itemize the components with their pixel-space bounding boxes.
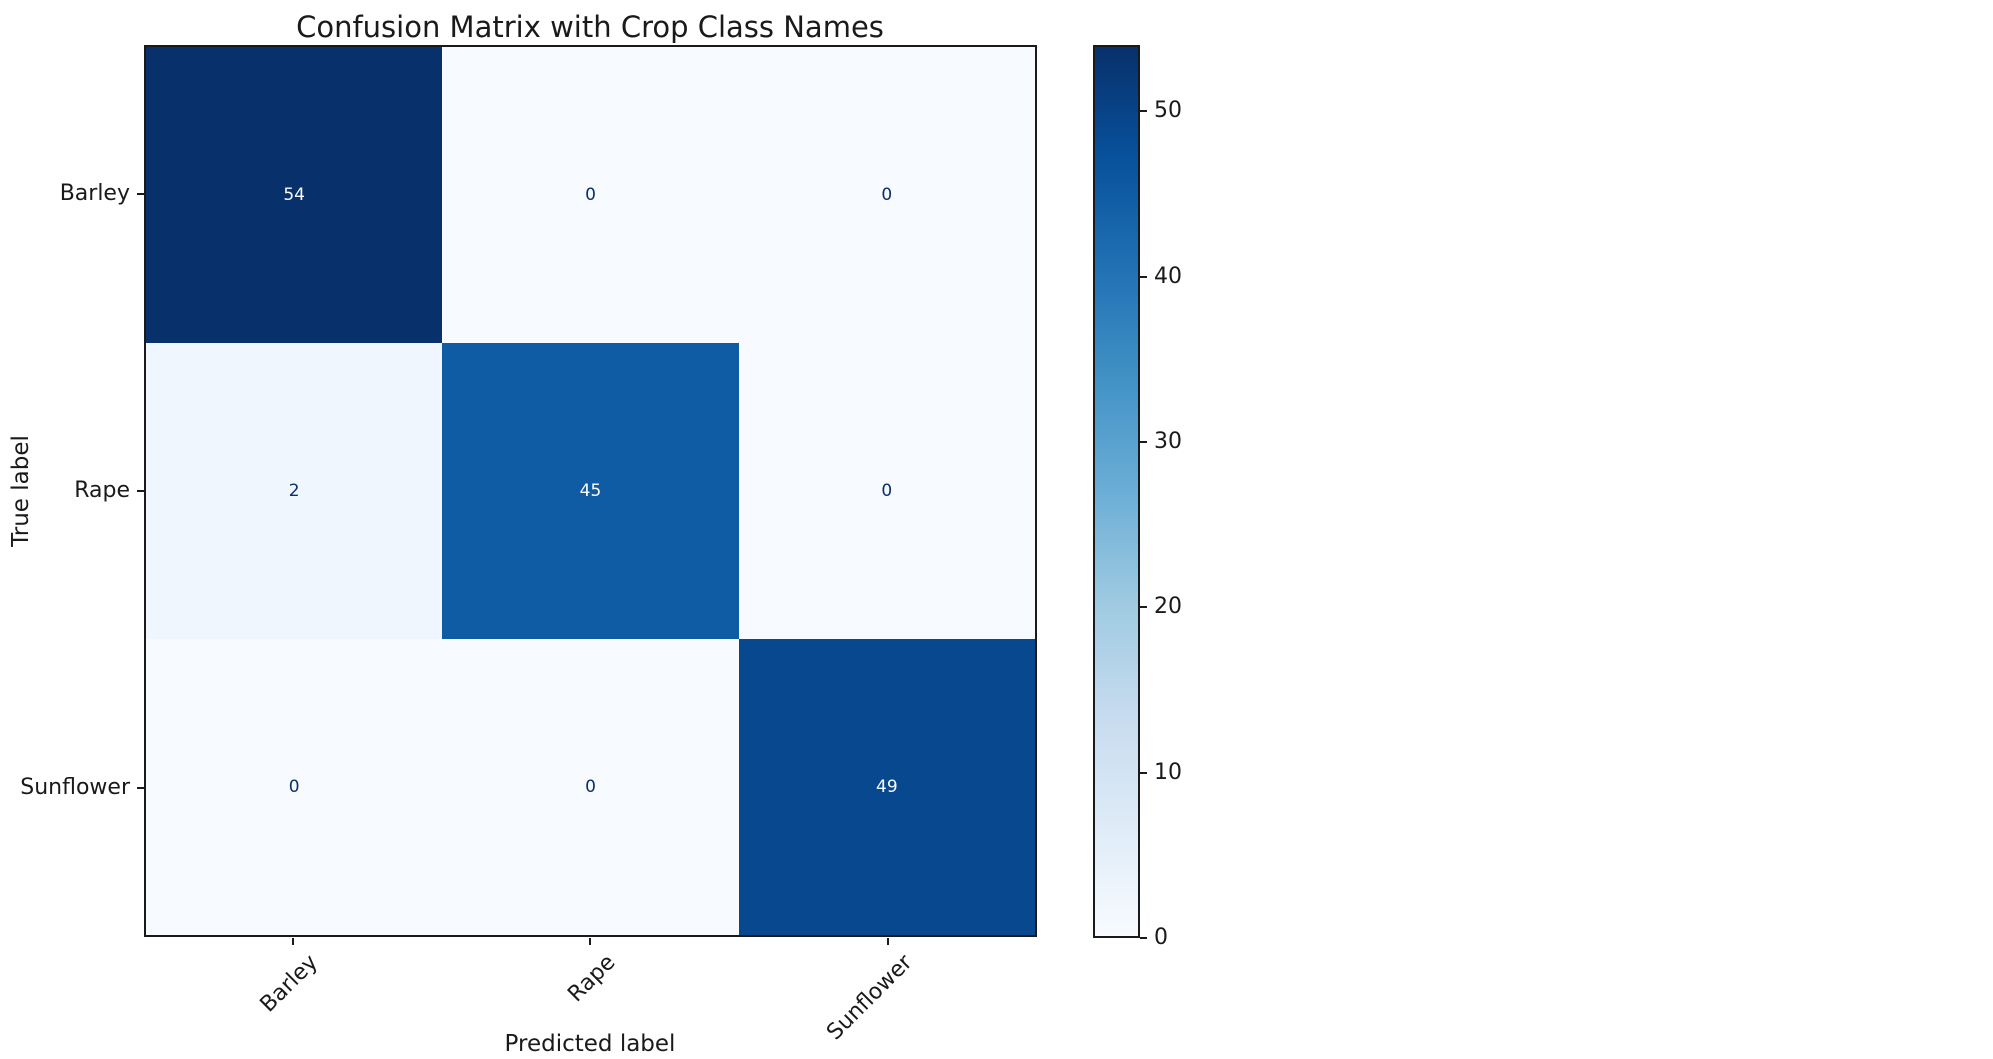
x-tick-mark <box>589 938 591 945</box>
heatmap-cell: 0 <box>442 47 739 343</box>
colorbar-tick-mark <box>1140 110 1147 112</box>
chart-title: Confusion Matrix with Crop Class Names <box>296 10 884 44</box>
heatmap-cell: 45 <box>442 343 739 639</box>
heatmap-cell: 0 <box>738 47 1035 343</box>
heatmap-cell: 54 <box>146 47 443 343</box>
colorbar-tick-label: 20 <box>1154 594 1182 619</box>
cell-value: 0 <box>881 481 893 501</box>
colorbar-tick-mark <box>1140 937 1147 939</box>
cell-value: 45 <box>579 481 602 501</box>
cell-value: 54 <box>283 185 305 205</box>
cell-value: 0 <box>585 185 596 205</box>
y-tick-mark <box>137 490 144 492</box>
colorbar-tick-label: 30 <box>1154 429 1182 454</box>
y-tick-mark <box>137 787 144 789</box>
heatmap-cell: 2 <box>146 343 443 639</box>
colorbar-tick-mark <box>1140 606 1147 608</box>
colorbar-tick-mark <box>1140 441 1147 443</box>
heatmap-cell: 49 <box>738 639 1035 935</box>
x-tick-mark <box>887 938 889 945</box>
colorbar-tick-mark <box>1140 772 1147 774</box>
heatmap-cell: 0 <box>146 639 443 935</box>
y-tick-label-sunflower: Sunflower <box>20 775 130 800</box>
cell-value: 2 <box>288 481 300 501</box>
colorbar-tick-label: 10 <box>1154 760 1182 785</box>
y-tick-label-rape: Rape <box>74 478 130 503</box>
heatmap: 54 0 0 2 45 0 0 0 49 <box>144 45 1037 937</box>
colorbar <box>1093 45 1140 938</box>
y-tick-mark <box>137 193 144 195</box>
y-tick-label-barley: Barley <box>59 181 130 206</box>
x-tick-label-barley: Barley <box>255 950 323 1018</box>
colorbar-tick-label: 0 <box>1154 925 1168 950</box>
cell-value: 49 <box>876 777 898 797</box>
cell-value: 0 <box>585 777 596 797</box>
x-axis-title: Predicted label <box>504 1031 676 1057</box>
heatmap-cell: 0 <box>442 639 739 935</box>
cell-value: 0 <box>881 185 893 205</box>
heatmap-cell: 0 <box>738 343 1035 639</box>
colorbar-tick-mark <box>1140 276 1147 278</box>
x-tick-label-rape: Rape <box>563 950 621 1008</box>
x-tick-label-sunflower: Sunflower <box>822 950 918 1046</box>
x-tick-mark <box>292 938 294 945</box>
cell-value: 0 <box>288 777 300 797</box>
colorbar-tick-label: 40 <box>1154 264 1182 289</box>
colorbar-tick-label: 50 <box>1154 98 1182 123</box>
